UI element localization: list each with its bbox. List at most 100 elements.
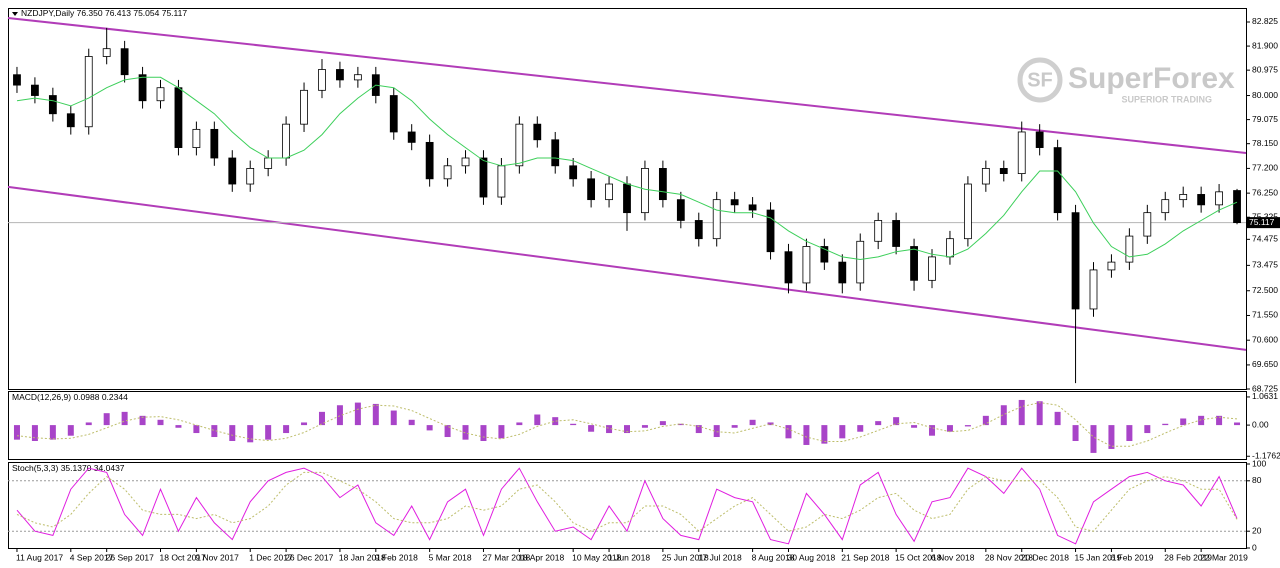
x-tick-label: 1 Dec 2017	[249, 552, 293, 562]
macd-bar	[31, 425, 38, 441]
macd-bar	[211, 425, 218, 438]
candle-body	[712, 199, 721, 240]
macd-bar	[570, 423, 577, 426]
macd-bar	[336, 405, 343, 426]
candle-body	[551, 139, 560, 167]
macd-bar	[695, 425, 702, 434]
stoch-signal-readout: 34.0437	[94, 463, 125, 473]
stoch-header: Stoch(5,3,3) 35.1370 34.0437	[12, 463, 125, 473]
candle-body	[407, 131, 416, 143]
candle-body	[676, 199, 685, 221]
candle-body	[425, 141, 434, 180]
candle-body	[533, 123, 542, 141]
candle-body	[820, 246, 829, 263]
stoch-main-line	[16, 467, 1238, 545]
candle-body	[748, 204, 757, 211]
macd-bar	[318, 411, 325, 426]
y-tick-label: 0.00	[1252, 419, 1269, 429]
macd-bar	[121, 411, 128, 426]
stoch-signal-line	[16, 471, 1238, 532]
y-tick-label: 73.475	[1252, 260, 1278, 270]
candle-body	[246, 168, 255, 185]
candle-body	[766, 209, 775, 253]
channel-line	[7, 185, 1247, 351]
candle-body	[389, 95, 398, 133]
macd-bar	[247, 425, 254, 443]
x-tick-label: 18 Jan 2018	[339, 552, 386, 562]
candle-body	[730, 199, 739, 206]
x-tick-label: 30 Aug 2018	[787, 552, 835, 562]
moving-average	[16, 76, 1238, 261]
candle-body	[84, 56, 93, 128]
macd-bar	[516, 422, 523, 426]
candle-body	[1179, 194, 1188, 201]
candle-body	[1143, 212, 1152, 237]
y-tick-label: 77.200	[1252, 163, 1278, 173]
y-tick-label: 68.725	[1252, 383, 1278, 393]
x-tick-label: 27 Mar 2018	[482, 552, 530, 562]
macd-readout: 0.0988	[73, 392, 99, 402]
macd-bar	[821, 425, 828, 444]
watermark: SF SuperForex SUPERIOR TRADING	[1017, 57, 1235, 104]
y-tick-label: 20	[1252, 525, 1262, 535]
main-header: NZDJPY,Daily 76.350 76.413 75.054 75.117	[21, 8, 187, 18]
collapse-arrow[interactable]	[12, 12, 18, 16]
y-tick-label: 0	[1252, 542, 1257, 552]
macd-bar	[1180, 418, 1187, 426]
macd-bar	[857, 425, 864, 432]
macd-bar	[1162, 423, 1169, 426]
candle-body	[138, 74, 147, 102]
candle-body	[300, 89, 308, 125]
macd-bar	[49, 425, 56, 440]
macd-bar	[372, 403, 379, 426]
macd-bar	[641, 425, 648, 428]
y-tick-label: 78.150	[1252, 138, 1278, 148]
candle-body	[479, 157, 488, 198]
candle-body	[1017, 131, 1026, 175]
macd-bar	[175, 425, 182, 428]
macd-bar	[408, 419, 415, 426]
watermark-brand: SuperForex	[1068, 62, 1235, 95]
y-tick-label: 74.475	[1252, 234, 1278, 244]
y-tick-label: 76.250	[1252, 187, 1278, 197]
candle-body	[1089, 269, 1098, 310]
x-tick-label: 10 May 2018	[572, 552, 621, 562]
macd-bar	[534, 414, 541, 426]
x-tick-label: 15 Jan 2019	[1075, 552, 1122, 562]
macd-bar	[713, 425, 720, 438]
y-tick-label: 81.900	[1252, 40, 1278, 50]
open-readout: 76.350	[77, 8, 103, 18]
candle-body	[228, 157, 237, 185]
macd-bar	[13, 425, 20, 440]
y-tick-label: 80	[1252, 475, 1262, 485]
macd-bar	[67, 425, 74, 436]
candle-body	[874, 220, 883, 242]
candle-body	[892, 220, 901, 247]
macd-bar	[1126, 425, 1133, 441]
candle-body	[587, 178, 596, 201]
x-tick-label: 25 Jun 2018	[662, 552, 709, 562]
macd-bar	[265, 425, 272, 440]
y-tick-label: 80.975	[1252, 64, 1278, 74]
x-tick-label: 26 Dec 2017	[285, 552, 333, 562]
x-tick-label: 18 Oct 2017	[160, 552, 207, 562]
macd-bar	[426, 425, 433, 431]
macd-bar	[982, 415, 989, 426]
candle-body	[13, 74, 21, 86]
x-tick-label: 6 Feb 2019	[1110, 552, 1153, 562]
candle-body	[318, 69, 326, 91]
macd-bar	[946, 425, 953, 432]
candle-body	[31, 84, 39, 96]
candle-body	[264, 157, 273, 169]
macd-bar	[677, 423, 684, 426]
macd-bar	[1000, 405, 1007, 426]
candle-body	[910, 246, 918, 281]
y-tick-label: 72.500	[1252, 285, 1278, 295]
macd-bar	[964, 425, 971, 427]
watermark-logo	[1017, 57, 1063, 103]
candle-body	[1233, 190, 1241, 224]
macd-bar	[552, 417, 559, 426]
macd-bar	[749, 419, 756, 426]
